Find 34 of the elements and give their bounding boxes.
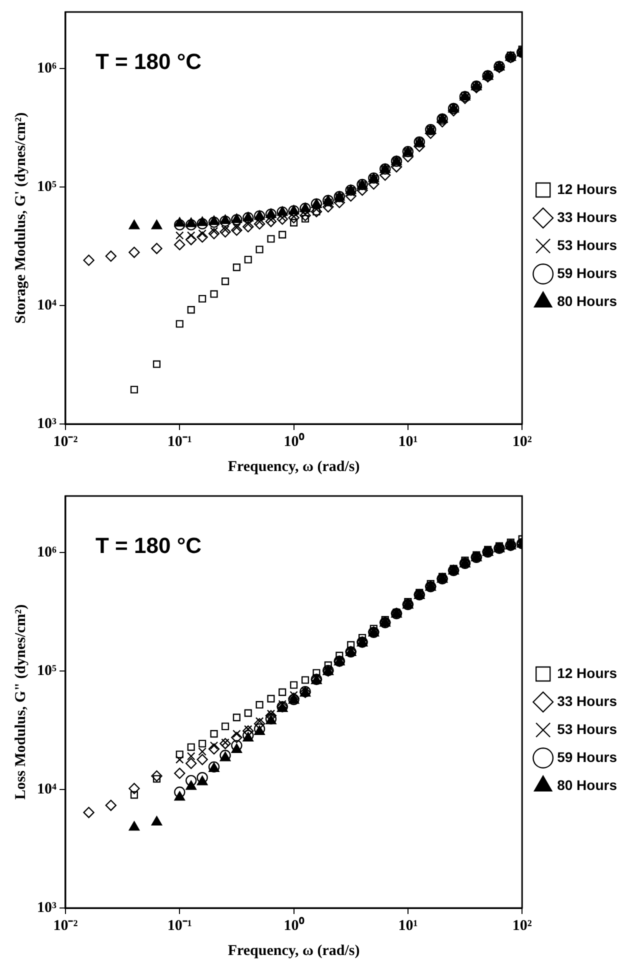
- y-tick-label: 10⁵: [36, 178, 57, 195]
- legend-label: 33 Hours: [557, 692, 618, 709]
- x-axis-title: Frequency, ω (rad/s): [228, 942, 360, 959]
- legend-label: 80 Hours: [557, 292, 618, 309]
- x-tick-label: 10⁻¹: [167, 918, 192, 934]
- x-tick-label: 10⁻²: [53, 434, 78, 450]
- y-tick-label: 10⁴: [36, 781, 57, 798]
- legend-label: 33 Hours: [557, 208, 618, 225]
- legend-label: 80 Hours: [557, 776, 618, 793]
- x-tick-label: 10²: [512, 434, 532, 450]
- y-axis-title: Loss Modulus, G" (dynes/cm²): [12, 604, 29, 800]
- x-tick-label: 10⁰: [284, 916, 305, 934]
- y-tick-label: 10³: [36, 416, 57, 432]
- y-axis-title: Storage Modulus, G' (dynes/cm²): [12, 112, 29, 324]
- legend-label: 12 Hours: [557, 664, 618, 681]
- annotation: T = 180 °C: [95, 533, 202, 558]
- legend-label: 53 Hours: [557, 720, 618, 737]
- y-tick-label: 10⁶: [36, 544, 57, 560]
- x-tick-label: 10⁻¹: [167, 434, 192, 450]
- legend-label: 12 Hours: [557, 180, 618, 197]
- y-tick-label: 10⁶: [36, 60, 57, 76]
- x-tick-label: 10¹: [398, 434, 418, 450]
- y-tick-label: 10⁴: [36, 297, 57, 314]
- legend-label: 53 Hours: [557, 236, 618, 253]
- x-tick-label: 10⁻²: [53, 918, 78, 934]
- legend-label: 59 Hours: [557, 264, 618, 281]
- x-tick-label: 10²: [512, 918, 532, 934]
- x-axis-title: Frequency, ω (rad/s): [228, 458, 360, 475]
- x-tick-label: 10⁰: [284, 432, 305, 450]
- annotation: T = 180 °C: [95, 49, 202, 74]
- x-tick-label: 10¹: [398, 918, 418, 934]
- legend-label: 59 Hours: [557, 748, 618, 765]
- y-tick-label: 10⁵: [36, 662, 57, 679]
- y-tick-label: 10³: [36, 900, 57, 916]
